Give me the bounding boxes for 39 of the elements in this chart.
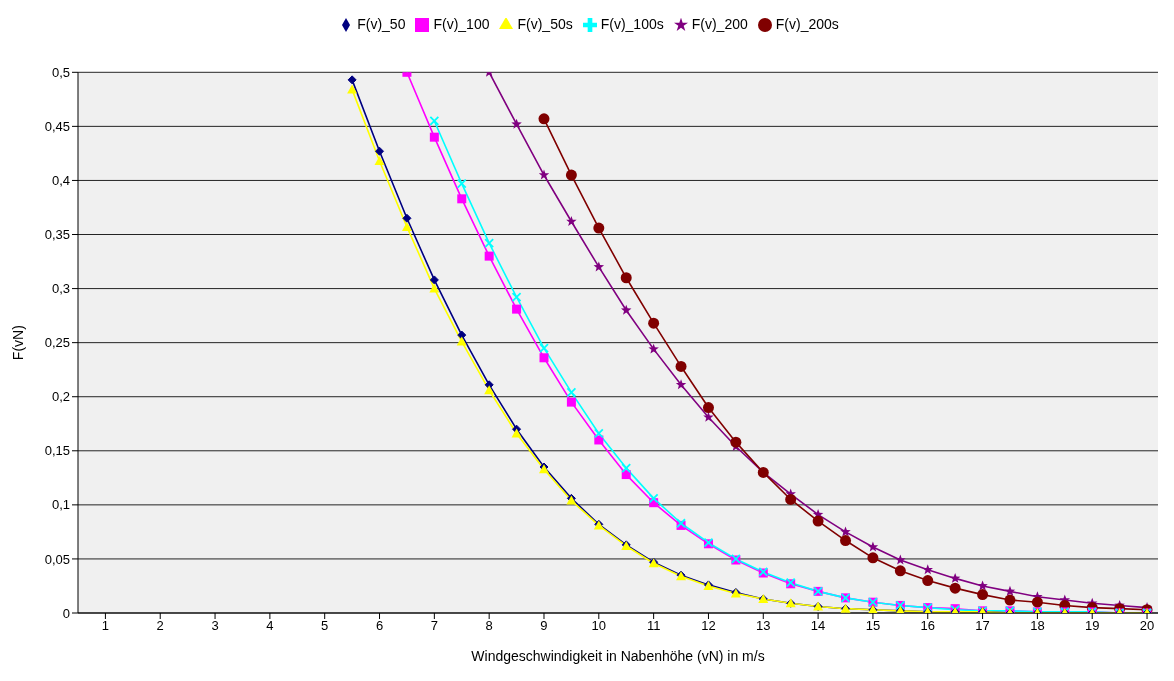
x-tick-label: 7 [430, 618, 438, 634]
x-tick-label: 11 [646, 618, 661, 634]
y-tick-label: 0,2 [51, 389, 70, 405]
legend-label: F(v)_100s [600, 16, 664, 32]
legend-label: F(v)_200 [691, 16, 748, 32]
legend-label: F(v)_200s [775, 16, 839, 32]
x-tick-label: 18 [1030, 618, 1045, 634]
x-tick-label: 8 [485, 618, 493, 634]
y-tick-label: 0,3 [51, 281, 70, 297]
legend-label: F(v)_100 [433, 16, 490, 32]
x-tick-label: 1 [101, 618, 110, 634]
x-tick-label: 19 [1084, 618, 1100, 634]
y-tick-label: 0,25 [44, 335, 70, 351]
x-tick-label: 10 [591, 618, 607, 634]
x-tick-label: 6 [375, 618, 384, 634]
y-tick-label: 0,35 [44, 227, 70, 243]
y-tick-label: 0,4 [51, 173, 70, 189]
y-tick-label: 0,45 [44, 118, 70, 134]
y-tick-label: 0,1 [51, 497, 70, 513]
legend-label: F(v)_50 [357, 16, 406, 32]
x-tick-label: 16 [920, 618, 935, 634]
y-tick-label: 0,15 [44, 443, 70, 459]
x-tick-label: 15 [865, 618, 881, 634]
x-tick-label: 20 [1139, 618, 1155, 634]
legend-label: F(v)_50s [517, 16, 573, 32]
x-tick-label: 5 [321, 618, 329, 634]
x-tick-label: 17 [975, 618, 990, 634]
x-tick-label: 12 [701, 618, 716, 634]
x-tick-label: 14 [810, 618, 826, 634]
y-axis-title: F(vN) [9, 325, 26, 361]
x-tick-label: 9 [540, 618, 548, 634]
y-tick-label: 0,05 [44, 551, 70, 567]
x-axis-title: Windgeschwindigkeit in Nabenhöhe (vN) in m/s [471, 648, 765, 664]
y-tick-label: 0,5 [51, 64, 70, 80]
x-tick-label: 2 [156, 618, 164, 634]
y-tick-label: 0 [62, 605, 70, 621]
x-tick-label: 3 [211, 618, 219, 634]
x-tick-label: 4 [266, 618, 274, 634]
x-tick-label: 13 [756, 618, 771, 634]
